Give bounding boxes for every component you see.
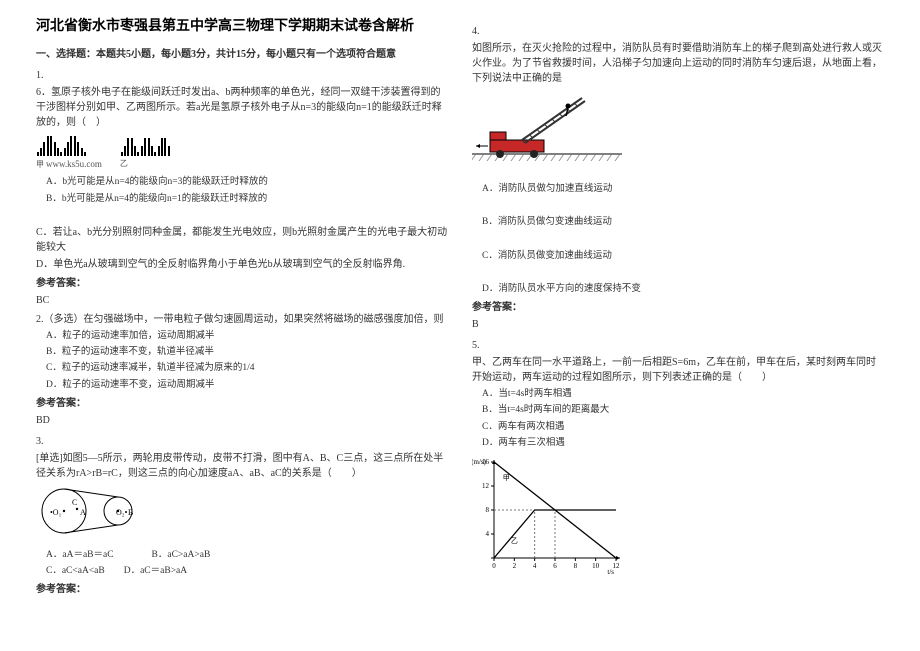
- svg-text:O₂•: O₂•: [116, 508, 128, 517]
- q4-number: 4.: [472, 24, 884, 39]
- svg-text:6: 6: [553, 562, 557, 570]
- q4-option-d: D．消防队员水平方向的速度保持不变: [482, 282, 884, 296]
- svg-text:0: 0: [492, 562, 496, 570]
- q5-number: 5.: [472, 338, 884, 353]
- caption-b: 乙: [120, 158, 171, 170]
- q1-option-d: D．单色光a从玻璃到空气的全反射临界角小于单色光b从玻璃到空气的全反射临界角.: [36, 257, 448, 272]
- exam-title: 河北省衡水市枣强县第五中学高三物理下学期期末试卷含解析: [36, 18, 448, 37]
- svg-text:12: 12: [482, 482, 490, 490]
- q5-option-c: C．两车有两次相遇: [482, 420, 884, 434]
- q5-option-a: A．当t=4s时两车相遇: [482, 387, 884, 401]
- vt-chart: 024681012481216t/sv/(m/s)甲乙: [472, 456, 622, 576]
- q2-stem: 2.（多选）在匀强磁场中，一带电粒子做匀速圆周运动，如果突然将磁场的磁感强度加倍…: [36, 312, 448, 327]
- section-1-heading: 一、选择题：本题共5小题，每小题3分，共计15分，每小题只有一个选项符合题意: [36, 47, 448, 62]
- q5-stem: 甲、乙两车在同一水平道路上，一前一后相距S=6m，乙车在前，甲车在后，某时刻两车…: [472, 355, 884, 385]
- q2-option-d: D．粒子的运动速率不变，运动周期减半: [46, 378, 448, 392]
- q2-option-c: C．粒子的运动速率减半，轨道半径减为原来的1/4: [46, 361, 448, 375]
- svg-text:v/(m/s): v/(m/s): [472, 458, 487, 466]
- q5-option-d: D．两车有三次相遇: [482, 436, 884, 450]
- q1-option-b: B．b光可能是从n=4的能级向n=1的能级跃迁时释放的: [46, 192, 448, 206]
- pattern-a: 甲 www.ks5u.com: [36, 134, 102, 172]
- q1-stem: 6．氢原子核外电子在能级间跃迁时发出a、b两种频率的单色光，经同一双缝干涉装置得…: [36, 85, 448, 130]
- q4-answer: B: [472, 317, 884, 332]
- q3-number: 3.: [36, 434, 448, 449]
- q4-stem: 如图所示，在灭火抢险的过程中，消防队员有时要借助消防车上的梯子爬到高处进行救人或…: [472, 41, 884, 86]
- pulley-figure: •O₁ CA O₂•B: [36, 487, 156, 537]
- svg-text:甲: 甲: [503, 474, 510, 482]
- svg-text:•O₁: •O₁: [50, 508, 62, 517]
- q4-option-c: C．消防队员做变加速曲线运动: [482, 249, 884, 263]
- svg-text:4: 4: [533, 562, 537, 570]
- pattern-b: 乙: [120, 134, 171, 172]
- q4-answer-label: 参考答案：: [472, 300, 884, 315]
- q1-option-a: A．b光可能是从n=4的能级向n=3的能级跃迁时释放的: [46, 175, 448, 189]
- q2-option-b: B．粒子的运动速率不变，轨道半径减半: [46, 345, 448, 359]
- watermark-url: www.ks5u.com: [46, 159, 102, 169]
- svg-text:10: 10: [592, 562, 600, 570]
- left-column: 河北省衡水市枣强县第五中学高三物理下学期期末试卷含解析 一、选择题：本题共5小题…: [24, 18, 460, 633]
- svg-text:8: 8: [486, 506, 490, 514]
- interference-figure: 甲 www.ks5u.com 乙: [36, 134, 448, 172]
- q3-options-cd: C．aC<aA<aB D．aC＝aB>aA: [46, 564, 448, 578]
- svg-text:B: B: [128, 508, 133, 517]
- caption-a: 甲: [36, 160, 44, 169]
- svg-text:C: C: [72, 498, 77, 507]
- firetruck-figure: [472, 92, 622, 167]
- svg-text:A: A: [80, 508, 86, 517]
- svg-text:t/s: t/s: [607, 568, 614, 576]
- right-column: 4. 如图所示，在灭火抢险的过程中，消防队员有时要借助消防车上的梯子爬到高处进行…: [460, 18, 896, 633]
- svg-text:2: 2: [513, 562, 517, 570]
- q2-option-a: A．粒子的运动速率加倍，运动周期减半: [46, 329, 448, 343]
- q1-number: 1.: [36, 68, 448, 83]
- q3-options-ab: A．aA＝aB＝aC B．aC>aA>aB: [46, 548, 448, 562]
- q3-answer-label: 参考答案：: [36, 582, 448, 597]
- q2-answer: BD: [36, 413, 448, 428]
- q4-option-a: A．消防队员做匀加速直线运动: [482, 182, 884, 196]
- q2-answer-label: 参考答案：: [36, 396, 448, 411]
- q3-stem: [单选]如图5—5所示，两轮用皮带传动，皮带不打滑，图中有A、B、C三点，这三点…: [36, 451, 448, 481]
- q5-option-b: B．当t=4s时两车间的距离最大: [482, 403, 884, 417]
- svg-text:4: 4: [486, 530, 490, 538]
- svg-text:8: 8: [574, 562, 578, 570]
- q1-answer: BC: [36, 293, 448, 308]
- svg-text:乙: 乙: [511, 537, 518, 545]
- q1-option-c: C．若让a、b光分别照射同种金属，都能发生光电效应，则b光照射金属产生的光电子最…: [36, 225, 448, 255]
- q4-option-b: B．消防队员做匀变速曲线运动: [482, 215, 884, 229]
- q1-answer-label: 参考答案：: [36, 276, 448, 291]
